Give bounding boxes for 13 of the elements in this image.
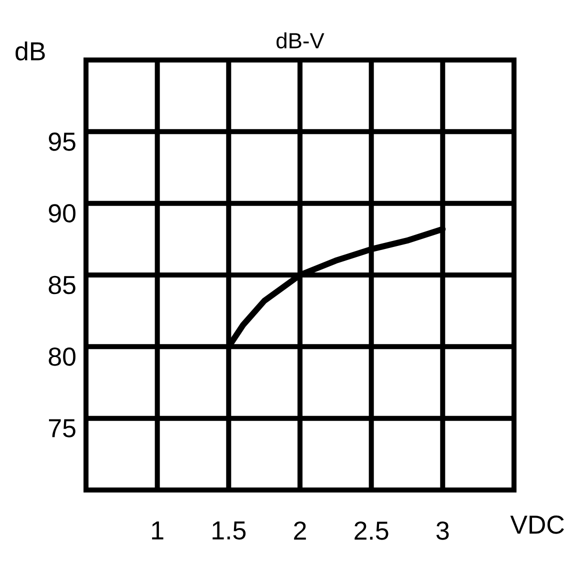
x-tick-label: 2.5 bbox=[354, 522, 388, 540]
chart-title: dB-V bbox=[276, 32, 324, 48]
x-tick-label: 1 bbox=[152, 522, 164, 540]
y-tick-label: 90 bbox=[48, 204, 76, 222]
x-tick-label: 3 bbox=[436, 522, 449, 540]
y-axis-title: dB bbox=[16, 41, 45, 60]
y-tick-label: 80 bbox=[48, 347, 76, 366]
y-tick-label: 75 bbox=[48, 419, 76, 438]
y-tick-label: 85 bbox=[48, 276, 76, 294]
x-axis-title: VDC bbox=[510, 516, 564, 534]
y-tick-label: 95 bbox=[48, 132, 76, 151]
x-tick-label: 2 bbox=[294, 522, 306, 540]
x-tick-label: 1.5 bbox=[212, 522, 246, 540]
